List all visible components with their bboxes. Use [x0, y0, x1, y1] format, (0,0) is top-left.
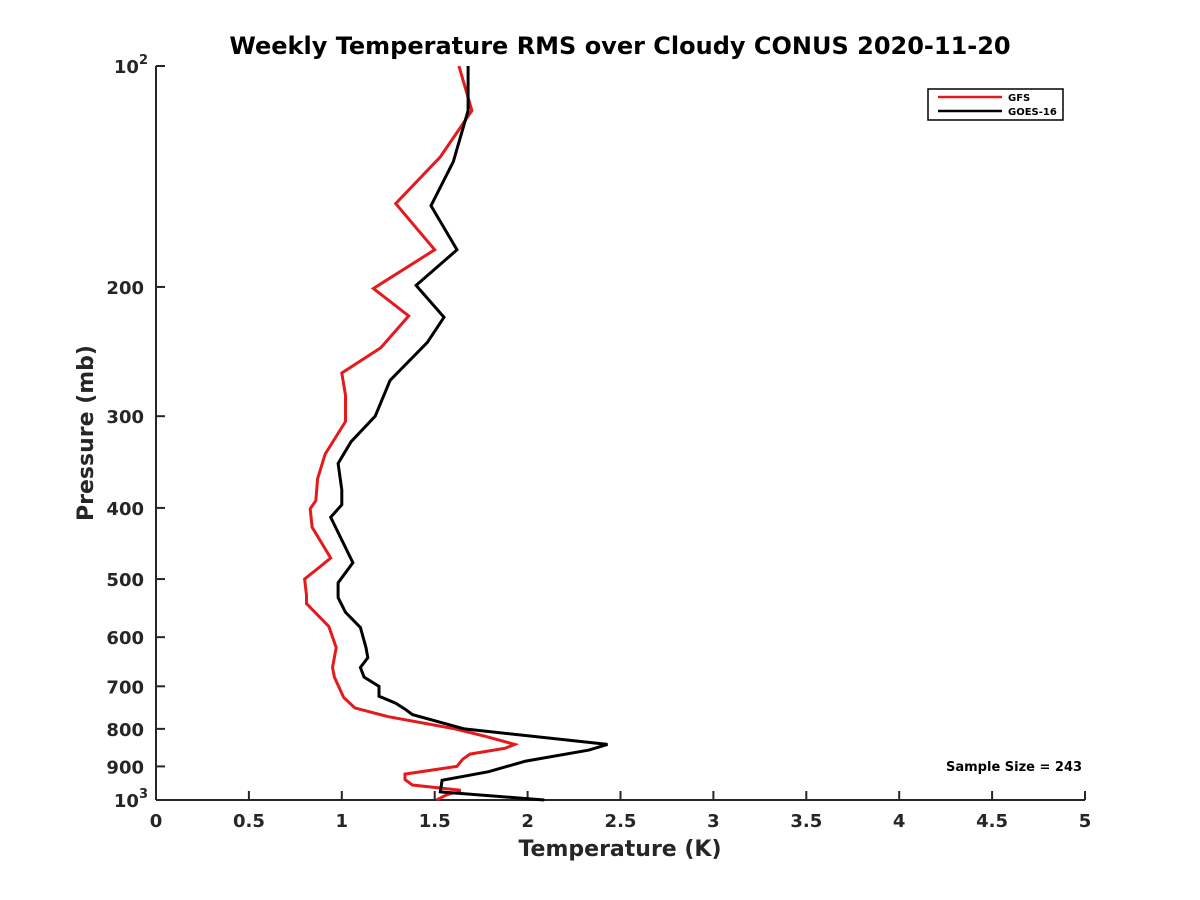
y-tick-label: 400 [106, 499, 144, 520]
x-tick-label: 4.5 [976, 811, 1008, 832]
y-tick-label-base: 800 [106, 720, 144, 741]
chart-title: Weekly Temperature RMS over Cloudy CONUS… [229, 32, 1010, 60]
y-tick-label: 800 [106, 720, 144, 741]
x-tick-label: 0 [150, 811, 163, 832]
y-tick-label: 900 [106, 757, 144, 778]
legend-label-gfs: GFS [1008, 93, 1030, 104]
plot-area: 0 0.5 1 1.5 2 2.5 3 3.5 4 4.5 5 102200300400500600… [106, 53, 1091, 832]
series-line-gfs [303, 65, 520, 802]
y-tick-label-base: 10 [114, 791, 139, 812]
x-tick-label: 4 [893, 811, 906, 832]
y-tick-label-base: 300 [106, 407, 144, 428]
x-tick-label: 0.5 [233, 811, 265, 832]
legend-box [927, 88, 1064, 121]
y-tick-label-base: 400 [106, 499, 144, 520]
y-tick-label: 600 [106, 628, 144, 649]
x-tick-label: 3 [707, 811, 720, 832]
y-tick-label-base: 700 [106, 677, 144, 698]
y-tick-label-base: 600 [106, 628, 144, 649]
x-tick-label: 2 [521, 811, 534, 832]
x-tick-label: 5 [1079, 811, 1092, 832]
series-line-goes16 [328, 66, 608, 802]
y-tick-label: 500 [106, 570, 144, 591]
y-tick-label-base: 900 [106, 757, 144, 778]
x-tick-label: 3.5 [790, 811, 822, 832]
x-tick-label: 1 [336, 811, 349, 832]
series-lines [303, 65, 608, 802]
sample-size-annotation: Sample Size = 243 [946, 760, 1082, 775]
y-tick-label: 102 [114, 53, 148, 78]
y-tick-label: 300 [106, 407, 144, 428]
y-tick-label-base: 200 [106, 278, 144, 299]
y-tick-label: 200 [106, 278, 144, 299]
y-tick-label-base: 500 [106, 570, 144, 591]
x-tick-label: 2.5 [605, 811, 637, 832]
y-tick-label: 103 [114, 787, 148, 812]
x-ticks: 0 0.5 1 1.5 2 2.5 3 3.5 4 4.5 5 [150, 791, 1092, 832]
y-tick-label-exponent: 3 [139, 787, 148, 802]
y-tick-label: 700 [106, 677, 144, 698]
x-tick-label: 1.5 [419, 811, 451, 832]
x-axis-label: Temperature (K) [518, 837, 721, 862]
legend-label-goes16: GOES-16 [1008, 107, 1057, 118]
y-tick-label-base: 10 [114, 57, 139, 78]
legend: GFS GOES-16 [927, 88, 1064, 121]
y-tick-label-exponent: 2 [139, 53, 148, 68]
y-axis-label: Pressure (mb) [74, 345, 99, 521]
